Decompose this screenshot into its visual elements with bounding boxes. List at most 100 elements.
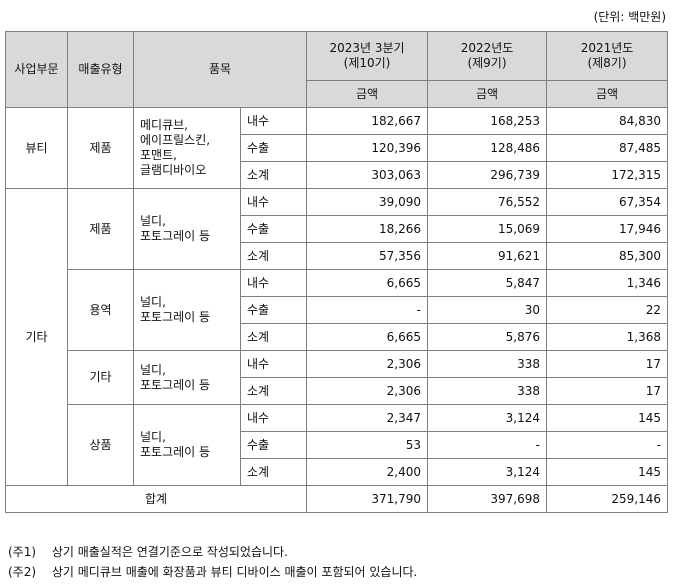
kind-cell: 수출 [240, 296, 307, 324]
header-item: 품목 [133, 31, 307, 108]
footnote: (주2) 상기 메디큐브 매출에 화장품과 뷰티 디바이스 매출이 포함되어 있… [8, 562, 417, 582]
product-cell: 널디, 포토그레이 등 [133, 188, 241, 270]
unit-label: (단위: 백만원) [593, 10, 666, 24]
total-label: 합계 [5, 485, 307, 513]
total-value: 259,146 [546, 485, 668, 513]
value-cell: 2,400 [306, 458, 428, 486]
value-cell: 168,253 [427, 107, 547, 135]
header-period-2023q3: 2023년 3분기 (제10기) [306, 31, 428, 81]
sales-type-cell: 제품 [67, 107, 134, 189]
product-line: 포토그레이 등 [140, 377, 211, 392]
sales-type-cell: 기타 [67, 350, 134, 405]
value-cell: - [546, 431, 668, 459]
product-line: 널디, [140, 430, 166, 444]
value-cell: 6,665 [306, 269, 428, 297]
table-row: 수출 - 30 22 [6, 296, 668, 324]
table-row: 뷰티 제품 메디큐브, 에이프릴스킨, 포맨트, 글램디바이오 내수 182,6… [5, 107, 668, 189]
table-row: 수출 53 - - [6, 431, 668, 459]
product-cell: 널디, 포토그레이 등 [133, 404, 241, 486]
footnote-text: 상기 매출실적은 연결기준으로 작성되었습니다. [51, 545, 288, 559]
value-cell: 39,090 [306, 188, 428, 216]
value-cell: 91,621 [427, 242, 547, 270]
value-cell: 17 [546, 350, 668, 378]
header-amount: 금액 [427, 80, 547, 108]
value-cell: 145 [546, 458, 668, 486]
product-line: 널디, [140, 362, 166, 377]
value-cell: 6,665 [306, 323, 428, 351]
footnote-label: (주2) [8, 565, 37, 579]
value-cell: 76,552 [427, 188, 547, 216]
value-cell: 2,306 [306, 350, 428, 378]
kind-cell: 소계 [240, 458, 307, 486]
value-cell: 30 [427, 296, 547, 324]
sales-type-cell: 용역 [67, 269, 134, 351]
header-period-label: 2022년도 [460, 41, 514, 55]
header-sales-type: 매출유형 [67, 31, 134, 108]
header-segment: 사업부문 [5, 31, 68, 108]
header-period-2022: 2022년도 (제9기) [427, 31, 547, 81]
segment-cell: 기타 [5, 188, 68, 486]
header-period-sub: (제8기) [587, 56, 627, 70]
product-line: 포토그레이 등 [140, 229, 211, 243]
kind-cell: 내수 [240, 107, 307, 135]
table-row: 수출 18,266 15,069 17,946 [6, 215, 668, 243]
kind-cell: 소계 [240, 242, 307, 270]
total-value: 371,790 [306, 485, 428, 513]
value-cell: 3,124 [427, 458, 547, 486]
table-row: 소계 2,400 3,124 145 [6, 458, 668, 486]
value-cell: - [427, 431, 547, 459]
header-period-sub: (제10기) [343, 56, 391, 70]
value-cell: - [306, 296, 428, 324]
kind-cell: 내수 [240, 404, 307, 432]
value-cell: 303,063 [306, 161, 428, 189]
kind-cell: 소계 [240, 161, 307, 189]
sales-type-cell: 상품 [67, 404, 134, 486]
total-value: 397,698 [427, 485, 547, 513]
value-cell: 172,315 [546, 161, 668, 189]
kind-cell: 소계 [240, 323, 307, 351]
value-cell: 15,069 [427, 215, 547, 243]
header-period-sub: (제9기) [467, 56, 507, 70]
product-line: 글램디바이오 [140, 163, 207, 177]
value-cell: 84,830 [546, 107, 668, 135]
value-cell: 1,368 [546, 323, 668, 351]
header-amount: 금액 [306, 80, 428, 108]
value-cell: 53 [306, 431, 428, 459]
value-cell: 338 [427, 377, 547, 405]
value-cell: 182,667 [306, 107, 428, 135]
value-cell: 145 [546, 404, 668, 432]
value-cell: 128,486 [427, 134, 547, 162]
table-row: 소계 57,356 91,621 85,300 [6, 242, 668, 270]
value-cell: 5,847 [427, 269, 547, 297]
product-cell: 메디큐브, 에이프릴스킨, 포맨트, 글램디바이오 [133, 107, 241, 189]
segment-cell: 뷰티 [5, 107, 68, 189]
kind-cell: 내수 [240, 350, 307, 378]
table-row: 소계 303,063 296,739 172,315 [6, 161, 668, 189]
kind-cell: 수출 [240, 215, 307, 243]
footnote-label: (주1) [8, 545, 37, 559]
product-line: 널디, [140, 214, 166, 228]
product-line: 포토그레이 등 [140, 445, 211, 459]
kind-cell: 소계 [240, 377, 307, 405]
header-period-label: 2021년도 [580, 41, 634, 55]
product-line: 포맨트, [140, 148, 177, 162]
value-cell: 120,396 [306, 134, 428, 162]
kind-cell: 내수 [240, 269, 307, 297]
table-row: 기타 널디, 포토그레이 등 내수 2,306 338 17 [6, 350, 668, 405]
product-cell: 널디, 포토그레이 등 [133, 269, 241, 351]
product-line: 포토그레이 등 [140, 310, 211, 324]
header-amount: 금액 [546, 80, 668, 108]
product-line: 널디, [140, 295, 166, 309]
value-cell: 17 [546, 377, 668, 405]
value-cell: 57,356 [306, 242, 428, 270]
kind-cell: 수출 [240, 431, 307, 459]
value-cell: 18,266 [306, 215, 428, 243]
header-period-2021: 2021년도 (제8기) [546, 31, 668, 81]
table-row: 상품 널디, 포토그레이 등 내수 2,347 3,124 145 [6, 404, 668, 486]
sales-type-cell: 제품 [67, 188, 134, 270]
footnote: (주1) 상기 매출실적은 연결기준으로 작성되었습니다. [8, 542, 417, 562]
product-cell: 널디, 포토그레이 등 [133, 350, 241, 405]
table-row: 기타 제품 널디, 포토그레이 등 내수 39,090 76,552 67,35… [5, 188, 668, 486]
value-cell: 2,347 [306, 404, 428, 432]
table-row: 수출 120,396 128,486 87,485 [6, 134, 668, 162]
